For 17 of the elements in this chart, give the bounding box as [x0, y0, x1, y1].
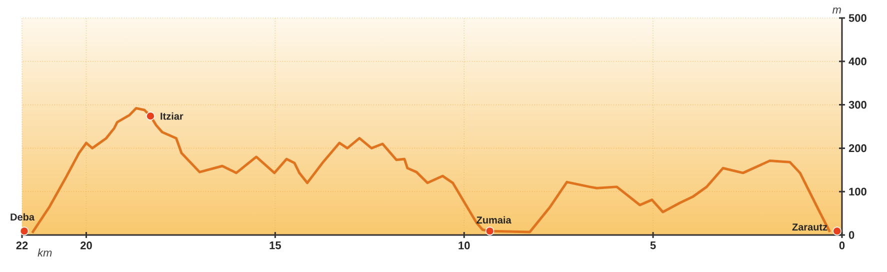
y-tick-label: 300: [848, 100, 866, 109]
annotation: Zumaia: [476, 216, 512, 224]
x-tick-label: 0: [839, 242, 845, 250]
y-tick-label: 0: [848, 231, 854, 239]
x-tick-label: 10: [458, 242, 470, 250]
annotation: Itziar: [160, 112, 184, 120]
x-tick-label: 5: [650, 242, 656, 250]
annotation: Zarautz: [792, 224, 828, 231]
y-tick-label: 100: [849, 188, 866, 196]
x-axis-title: km: [38, 248, 52, 256]
x-tick-label: 15: [270, 242, 281, 250]
x-tick-label: 22: [16, 242, 28, 250]
x-tick-label: 20: [80, 242, 92, 250]
y-tick-label: 400: [848, 58, 866, 66]
y-axis-title: m: [832, 8, 841, 14]
y-tick-label: 500: [848, 14, 866, 22]
y-tick-label: 200: [848, 144, 866, 152]
